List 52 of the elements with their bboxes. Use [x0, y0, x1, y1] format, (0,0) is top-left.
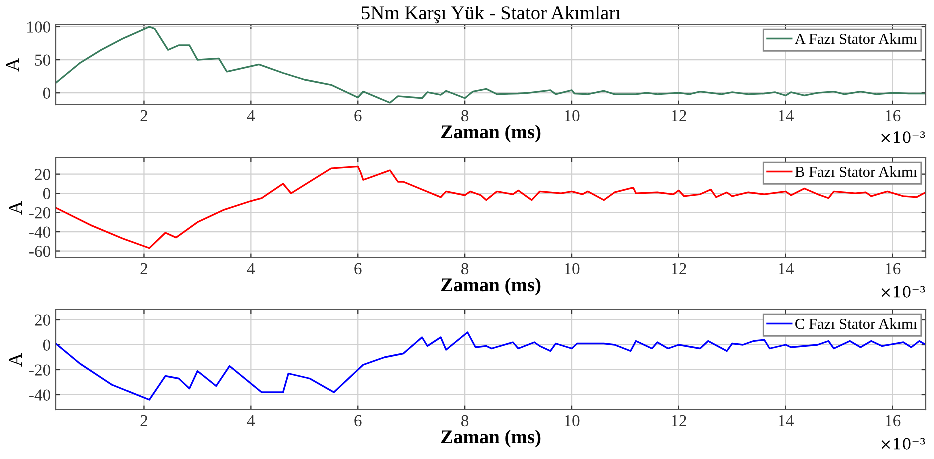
x-tick-label: 6 [354, 415, 362, 427]
x-tick-label: 2 [140, 415, 148, 426]
x-tick-label: 16 [886, 263, 901, 275]
x-tick-label: 4 [247, 110, 256, 122]
x-tick-label: 8 [462, 415, 469, 427]
y-axis-title: A [6, 58, 20, 72]
x-tick-label: 2 [140, 263, 148, 274]
x-tick-label: 14 [779, 263, 794, 274]
x-axis-title: Zaman (ms) [441, 430, 541, 448]
y-tick-label: 20 [35, 314, 51, 326]
x-tick-label: 16 [886, 110, 901, 122]
x-tick-label: 10 [565, 263, 580, 275]
y-tick-label: 0 [43, 88, 51, 100]
text: ×10⁻³ [882, 132, 926, 144]
x-axis-title: Zaman (ms) [441, 278, 541, 296]
x-tick-label: 6 [354, 110, 362, 122]
x-tick-label: 10 [565, 415, 580, 427]
legend-label: B Fazı Stator Akımı [795, 166, 918, 178]
legend-label: A Fazı Stator Akımı [795, 33, 918, 44]
text: ×10⁻³ [882, 286, 926, 298]
x-tick-label: 2 [140, 110, 148, 122]
y-tick-label: -20 [30, 208, 51, 219]
y-tick-label: 0 [43, 340, 51, 351]
x-tick-label: 6 [354, 263, 362, 275]
y-tick-label: 100 [28, 22, 51, 33]
x-tick-label: 4 [247, 415, 256, 426]
x-tick-label: 12 [672, 263, 686, 274]
x-tick-label: 8 [462, 110, 469, 122]
x-tick-label: 12 [672, 110, 686, 122]
x-axis-title: Zaman (ms) [441, 124, 541, 143]
y-axis-title: A [9, 353, 22, 367]
y-tick-label: 20 [35, 169, 51, 180]
x-tick-label: 12 [672, 415, 686, 426]
chart-title: 5Nm Karşı Yük - Stator Akımları [362, 6, 621, 24]
line-series [56, 166, 926, 250]
x-tick-label: 8 [462, 263, 469, 275]
y-tick-label: -20 [30, 364, 51, 376]
text: ×10⁻³ [882, 438, 926, 450]
x-tick-label: 10 [565, 110, 580, 122]
line-series [56, 332, 926, 401]
y-axis-title: A [9, 201, 22, 215]
legend-label: C Fazı Stator Akımı [796, 318, 918, 330]
x-tick-label: 4 [247, 263, 256, 274]
y-tick-label: -40 [30, 226, 51, 238]
y-tick-label: -60 [30, 246, 51, 258]
y-tick-label: -40 [30, 390, 51, 401]
line-series [56, 26, 926, 104]
x-tick-label: 16 [886, 415, 901, 427]
x-tick-label: 14 [779, 110, 794, 122]
x-tick-label: 14 [779, 415, 794, 426]
y-tick-label: 50 [35, 54, 51, 66]
y-tick-label: 0 [43, 188, 51, 200]
